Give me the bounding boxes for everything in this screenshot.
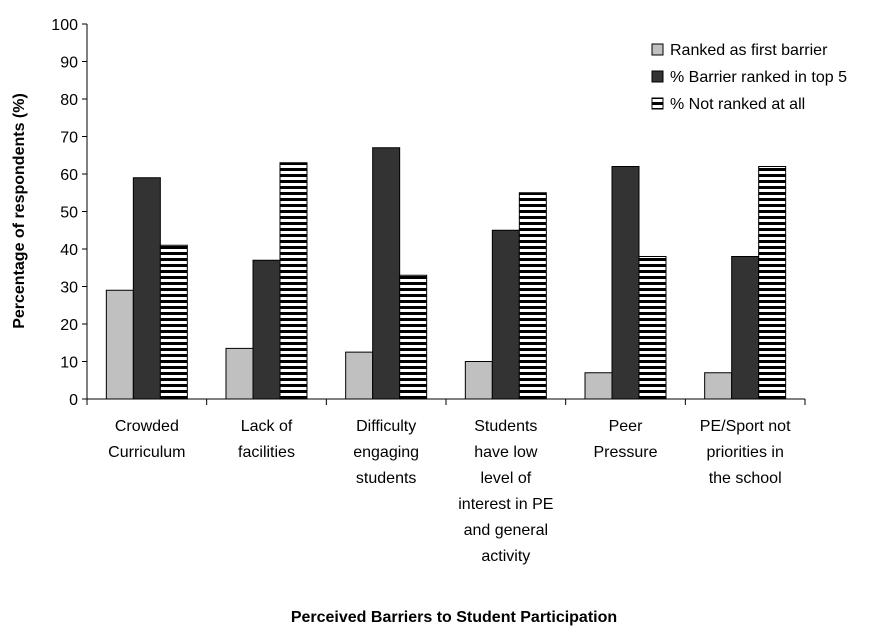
bar-3-6 (758, 166, 787, 400)
y-tick-label: 0 (69, 392, 78, 409)
y-tick-label: 10 (60, 355, 78, 372)
legend-label-3: % Not ranked at all (670, 96, 805, 113)
legend-swatch-3 (651, 97, 664, 110)
bar-3-1 (159, 244, 188, 400)
bar-2-6 (731, 256, 760, 400)
legend: Ranked as first barrier % Barrier ranked … (651, 42, 847, 113)
x-category-label: Crowded Curriculum (108, 418, 185, 461)
bar-2-3 (372, 147, 401, 400)
y-axis-title: Percentage of respondents (%) (11, 93, 28, 329)
bar-1-6 (704, 372, 733, 400)
y-tick-label: 100 (51, 17, 78, 34)
bar-2-1 (132, 177, 161, 400)
legend-label-2: % Barrier ranked in top 5 (670, 69, 847, 86)
bar-2-2 (252, 259, 281, 400)
y-tick-label: 80 (60, 92, 78, 109)
y-tick-label: 90 (60, 55, 78, 72)
bar-3-4 (518, 192, 547, 400)
x-category-label: Students have low level of interest in PE an… (458, 418, 553, 565)
bar-2-4 (491, 229, 520, 400)
legend-swatch-1 (651, 43, 664, 56)
x-category-label: Peer Pressure (593, 418, 657, 461)
x-category-label: Lack of facilities (238, 418, 295, 461)
bar-1-4 (464, 361, 493, 400)
x-axis-title: Perceived Barriers to Student Participat… (291, 609, 617, 626)
bar-1-2 (225, 347, 254, 400)
x-category-label: Difficulty engaging students (353, 418, 419, 487)
legend-label-1: Ranked as first barrier (670, 42, 828, 59)
legend-swatch-2 (651, 70, 664, 83)
bar-1-3 (345, 351, 374, 400)
y-tick-label: 20 (60, 317, 78, 334)
plot-area: 0 10 20 30 40 50 60 70 80 90 100 Crowded Curriculum L… (51, 17, 806, 565)
y-tick-label: 30 (60, 280, 78, 297)
bar-2-5 (611, 166, 640, 400)
y-tick-label: 40 (60, 242, 78, 259)
y-tick-label: 60 (60, 167, 78, 184)
x-category-label: PE/Sport not priorities in the school (700, 418, 791, 487)
bar-3-5 (638, 256, 667, 400)
y-tick-label: 50 (60, 205, 78, 222)
y-tick-label: 70 (60, 130, 78, 147)
bar-1-1 (105, 289, 134, 400)
bar-3-3 (399, 274, 428, 400)
bar-3-2 (279, 162, 308, 400)
bar-1-5 (584, 372, 613, 400)
